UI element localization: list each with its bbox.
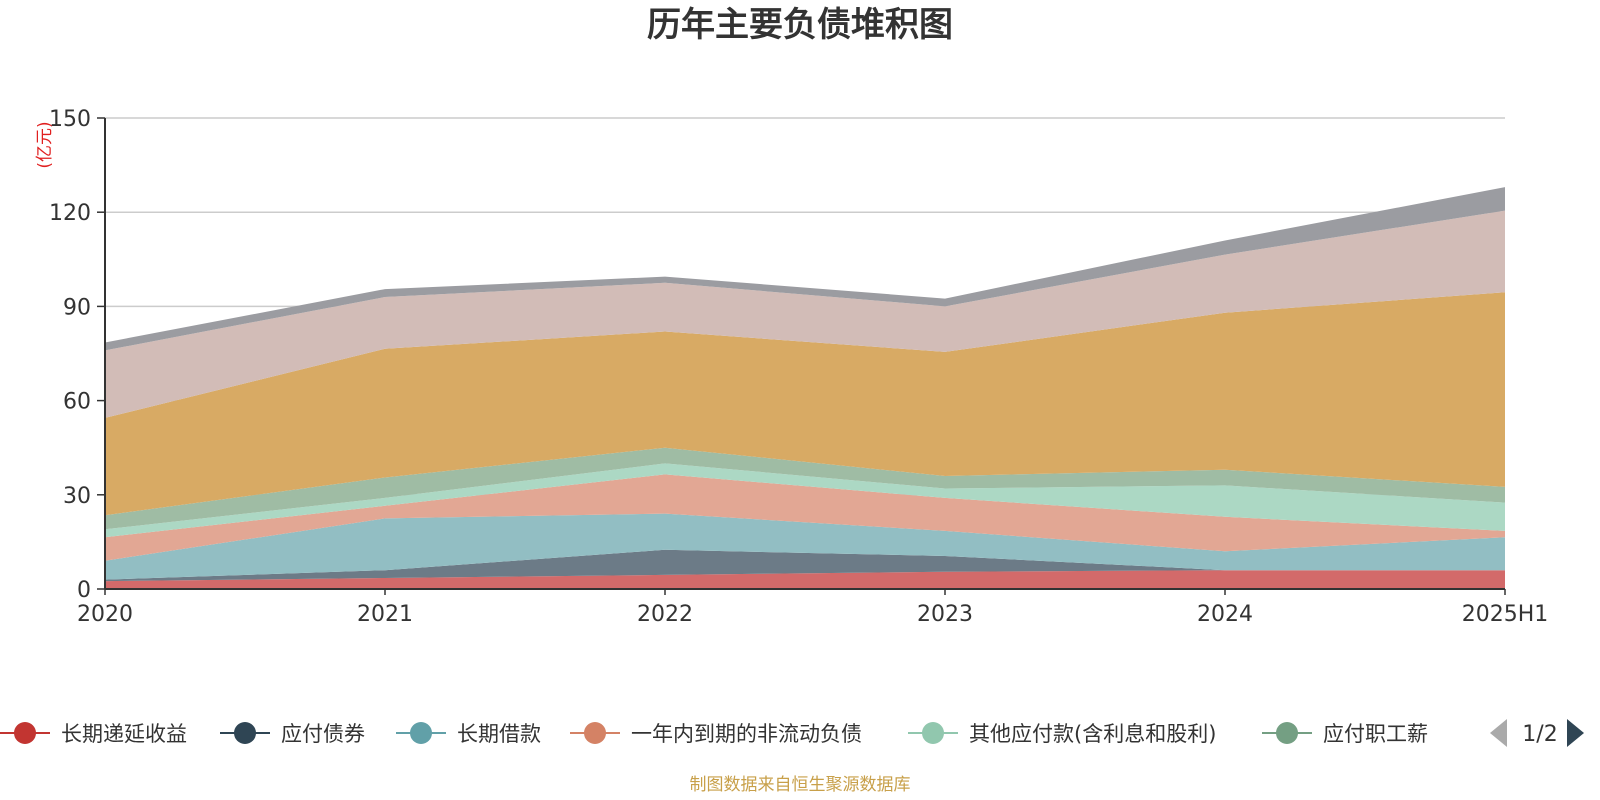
legend-label: 长期递延收益	[61, 722, 187, 746]
area-series-4	[105, 463, 1505, 538]
y-axis-unit-label: (亿元)	[35, 121, 55, 168]
legend-item[interactable]: 一年内到期的非流动负债	[570, 722, 862, 746]
legend-marker-icon	[234, 722, 256, 744]
area-series-0	[105, 570, 1505, 589]
legend-marker-icon	[14, 722, 36, 744]
x-tick-label: 2025H1	[1462, 602, 1549, 627]
legend-page-indicator: 1/2	[1522, 722, 1557, 747]
chart-title: 历年主要负债堆积图	[647, 5, 953, 45]
stacked-areas	[105, 187, 1505, 589]
x-tick-label: 2022	[637, 602, 693, 627]
legend-label: 长期借款	[457, 722, 541, 746]
legend-item[interactable]: 应付职工薪	[1262, 722, 1428, 746]
x-tick-label: 2024	[1197, 602, 1253, 627]
legend-label: 一年内到期的非流动负债	[631, 722, 862, 746]
legend-marker-icon	[584, 722, 606, 744]
y-tick-label: 120	[49, 201, 91, 226]
y-tick-label: 60	[63, 390, 91, 415]
area-series-7	[105, 210, 1505, 418]
legend-marker-icon	[1276, 722, 1298, 744]
area-series-2	[105, 513, 1505, 580]
legend-prev-arrow-icon[interactable]	[1490, 719, 1507, 747]
area-series-6	[105, 292, 1505, 516]
x-tick-label: 2020	[77, 602, 133, 627]
legend-marker-icon	[410, 722, 432, 744]
area-series-3	[105, 474, 1505, 561]
legend-item[interactable]: 长期递延收益	[0, 722, 187, 746]
x-tick-label: 2021	[357, 602, 413, 627]
legend-label: 应付职工薪	[1323, 722, 1428, 746]
area-series-5	[105, 447, 1505, 530]
legend-marker-icon	[922, 722, 944, 744]
legend: 长期递延收益 应付债券 长期借款 一年内到期的非流动负债 其他应付款(含利息和股利) 应付…	[0, 722, 1428, 746]
data-source-note: 制图数据来自恒生聚源数据库	[690, 775, 911, 795]
legend-item[interactable]: 其他应付款(含利息和股利)	[908, 722, 1216, 746]
legend-label: 应付债券	[281, 722, 365, 746]
x-tick-label: 2023	[917, 602, 973, 627]
legend-item[interactable]: 长期借款	[396, 722, 541, 746]
axes: 0 30 60 90 120 150 2020 2021 2022 2023 2024 2025H1	[49, 107, 1548, 627]
legend-item[interactable]: 应付债券	[220, 722, 365, 746]
area-series-1	[105, 549, 1505, 582]
y-tick-label: 30	[63, 484, 91, 509]
legend-label: 其他应付款(含利息和股利)	[969, 722, 1216, 746]
y-tick-label: 150	[49, 107, 91, 132]
y-tick-label: 90	[63, 295, 91, 320]
legend-next-arrow-icon[interactable]	[1567, 719, 1584, 747]
y-tick-label: 0	[77, 578, 91, 603]
legend-pagination[interactable]: 1/2	[1490, 719, 1584, 747]
